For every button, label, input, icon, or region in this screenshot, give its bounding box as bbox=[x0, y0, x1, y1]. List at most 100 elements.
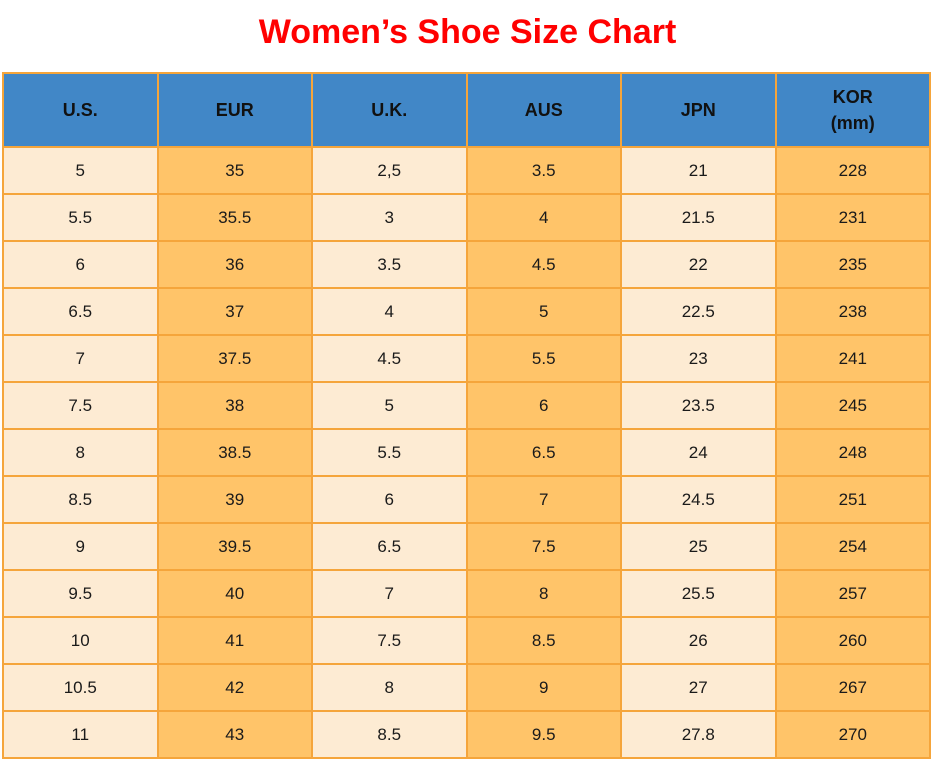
size-cell: 267 bbox=[774, 663, 931, 712]
table-row: 11 43 8.5 9.5 27.8 270 bbox=[2, 710, 931, 759]
table-row: 5 35 2,5 3.5 21 228 bbox=[2, 146, 931, 195]
size-cell: 39 bbox=[156, 475, 313, 524]
size-cell: 22.5 bbox=[620, 287, 777, 336]
size-cell: 38 bbox=[156, 381, 313, 430]
table-row: 7 37.5 4.5 5.5 23 241 bbox=[2, 334, 931, 383]
shoe-size-table: U.S. EUR U.K. AUS JPN KOR (mm) 5 35 2,5 3.5… bbox=[2, 72, 931, 759]
size-cell: 21.5 bbox=[620, 193, 777, 242]
size-cell: 11 bbox=[2, 710, 159, 759]
size-cell: 25 bbox=[620, 522, 777, 571]
size-cell: 8 bbox=[465, 569, 622, 618]
table-row: 9 39.5 6.5 7.5 25 254 bbox=[2, 522, 931, 571]
size-cell: 26 bbox=[620, 616, 777, 665]
column-header-aus: AUS bbox=[465, 72, 622, 148]
size-cell: 38.5 bbox=[156, 428, 313, 477]
size-cell: 7 bbox=[311, 569, 468, 618]
size-cell: 228 bbox=[774, 146, 931, 195]
column-header-kor-line2: (mm) bbox=[830, 113, 875, 133]
table-row: 7.5 38 5 6 23.5 245 bbox=[2, 381, 931, 430]
size-cell: 238 bbox=[774, 287, 931, 336]
column-header-jpn: JPN bbox=[620, 72, 777, 148]
size-cell: 6.5 bbox=[465, 428, 622, 477]
size-cell: 5 bbox=[2, 146, 159, 195]
size-cell: 251 bbox=[774, 475, 931, 524]
table-header: U.S. EUR U.K. AUS JPN KOR (mm) bbox=[2, 72, 931, 148]
size-cell: 9.5 bbox=[465, 710, 622, 759]
size-cell: 8 bbox=[311, 663, 468, 712]
size-cell: 4 bbox=[311, 287, 468, 336]
size-cell: 241 bbox=[774, 334, 931, 383]
size-cell: 4 bbox=[465, 193, 622, 242]
column-header-us: U.S. bbox=[2, 72, 159, 148]
table-row: 5.5 35.5 3 4 21.5 231 bbox=[2, 193, 931, 242]
table-row: 6.5 37 4 5 22.5 238 bbox=[2, 287, 931, 336]
size-cell: 3 bbox=[311, 193, 468, 242]
table-row: 8.5 39 6 7 24.5 251 bbox=[2, 475, 931, 524]
size-cell: 7 bbox=[2, 334, 159, 383]
size-cell: 5.5 bbox=[2, 193, 159, 242]
size-cell: 254 bbox=[774, 522, 931, 571]
size-cell: 23.5 bbox=[620, 381, 777, 430]
size-cell: 23 bbox=[620, 334, 777, 383]
size-cell: 248 bbox=[774, 428, 931, 477]
table-row: 9.5 40 7 8 25.5 257 bbox=[2, 569, 931, 618]
size-cell: 27 bbox=[620, 663, 777, 712]
table-row: 10 41 7.5 8.5 26 260 bbox=[2, 616, 931, 665]
size-cell: 24.5 bbox=[620, 475, 777, 524]
header-row: U.S. EUR U.K. AUS JPN KOR (mm) bbox=[2, 72, 931, 148]
size-cell: 4.5 bbox=[311, 334, 468, 383]
column-header-kor-line1: KOR bbox=[832, 87, 873, 107]
size-cell: 6.5 bbox=[2, 287, 159, 336]
size-cell: 43 bbox=[156, 710, 313, 759]
size-cell: 8.5 bbox=[2, 475, 159, 524]
size-cell: 5 bbox=[311, 381, 468, 430]
size-cell: 7.5 bbox=[2, 381, 159, 430]
size-cell: 231 bbox=[774, 193, 931, 242]
column-header-uk: U.K. bbox=[311, 72, 468, 148]
size-cell: 22 bbox=[620, 240, 777, 289]
size-cell: 6 bbox=[465, 381, 622, 430]
size-cell: 2,5 bbox=[311, 146, 468, 195]
size-cell: 37.5 bbox=[156, 334, 313, 383]
size-cell: 25.5 bbox=[620, 569, 777, 618]
size-cell: 24 bbox=[620, 428, 777, 477]
size-cell: 10.5 bbox=[2, 663, 159, 712]
size-cell: 8 bbox=[2, 428, 159, 477]
size-cell: 260 bbox=[774, 616, 931, 665]
table-row: 10.5 42 8 9 27 267 bbox=[2, 663, 931, 712]
size-cell: 42 bbox=[156, 663, 313, 712]
size-cell: 9.5 bbox=[2, 569, 159, 618]
column-header-eur: EUR bbox=[156, 72, 313, 148]
size-cell: 9 bbox=[2, 522, 159, 571]
size-cell: 245 bbox=[774, 381, 931, 430]
size-cell: 21 bbox=[620, 146, 777, 195]
size-cell: 235 bbox=[774, 240, 931, 289]
size-cell: 5.5 bbox=[311, 428, 468, 477]
size-cell: 257 bbox=[774, 569, 931, 618]
size-cell: 8.5 bbox=[311, 710, 468, 759]
size-cell: 37 bbox=[156, 287, 313, 336]
column-header-kor: KOR (mm) bbox=[774, 72, 931, 148]
size-cell: 41 bbox=[156, 616, 313, 665]
size-table-body: 5 35 2,5 3.5 21 228 5.5 35.5 3 4 21.5 231 6 36 3.5 4.5 2… bbox=[2, 146, 931, 759]
page-title: Women’s Shoe Size Chart bbox=[258, 13, 677, 51]
size-cell: 270 bbox=[774, 710, 931, 759]
table-row: 8 38.5 5.5 6.5 24 248 bbox=[2, 428, 931, 477]
size-cell: 5.5 bbox=[465, 334, 622, 383]
size-cell: 6 bbox=[2, 240, 159, 289]
size-cell: 7 bbox=[465, 475, 622, 524]
size-cell: 10 bbox=[2, 616, 159, 665]
size-cell: 5 bbox=[465, 287, 622, 336]
size-cell: 36 bbox=[156, 240, 313, 289]
table-row: 6 36 3.5 4.5 22 235 bbox=[2, 240, 931, 289]
size-cell: 7.5 bbox=[311, 616, 468, 665]
size-cell: 27.8 bbox=[620, 710, 777, 759]
size-cell: 35.5 bbox=[156, 193, 313, 242]
size-cell: 9 bbox=[465, 663, 622, 712]
size-cell: 3.5 bbox=[311, 240, 468, 289]
size-cell: 6 bbox=[311, 475, 468, 524]
size-cell: 35 bbox=[156, 146, 313, 195]
size-cell: 3.5 bbox=[465, 146, 622, 195]
size-cell: 7.5 bbox=[465, 522, 622, 571]
size-cell: 4.5 bbox=[465, 240, 622, 289]
